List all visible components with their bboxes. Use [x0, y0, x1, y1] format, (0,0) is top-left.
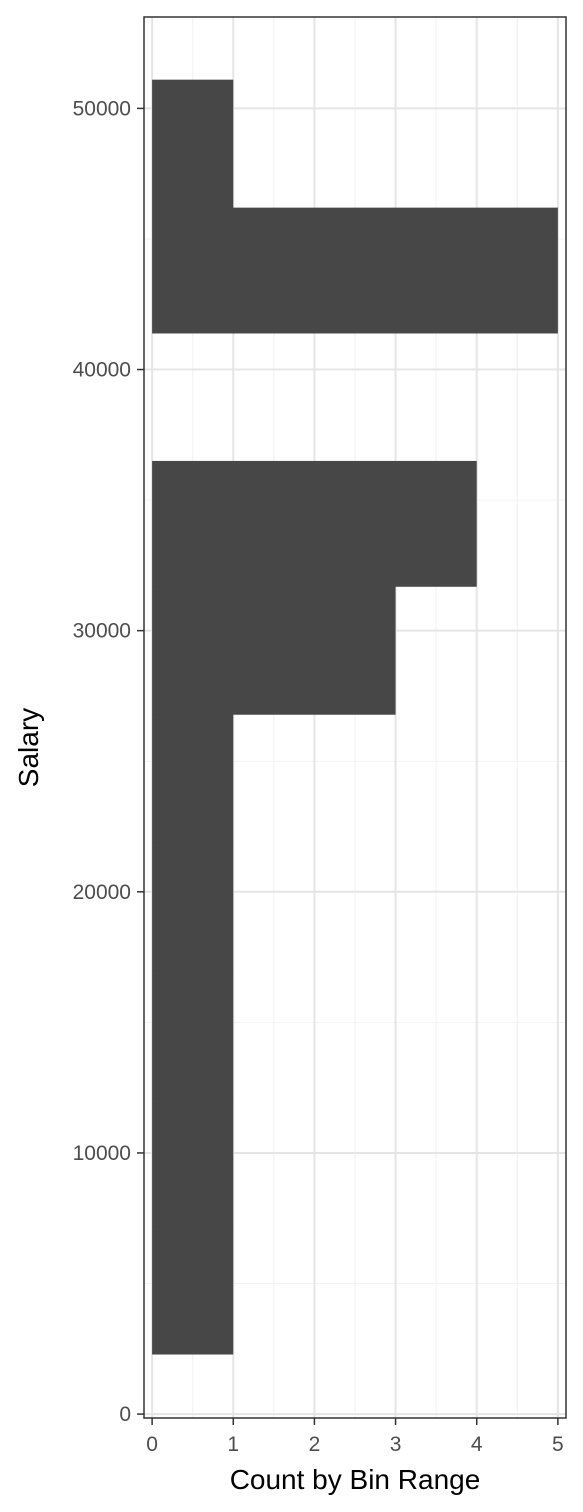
histogram-bar — [152, 1226, 234, 1355]
bar-layer — [152, 79, 558, 1355]
histogram-bar — [152, 586, 396, 715]
x-tick-label: 2 — [309, 1433, 321, 1456]
tick-layer: 0 1 2 3 4 5 0 10000 20000 30000 40000 50000 — [73, 97, 564, 1456]
x-tick-label: 1 — [227, 1433, 239, 1456]
x-tick-label: 5 — [552, 1433, 564, 1456]
x-tick-label: 3 — [390, 1433, 402, 1456]
x-tick-label: 4 — [471, 1433, 483, 1456]
y-tick-label: 0 — [119, 1403, 131, 1426]
histogram-bar — [152, 79, 234, 209]
y-tick-label: 20000 — [73, 881, 131, 904]
y-tick-label: 40000 — [73, 359, 131, 382]
y-tick-label: 30000 — [73, 620, 131, 643]
y-tick-label: 50000 — [73, 97, 131, 120]
histogram-bar — [152, 460, 477, 587]
histogram-bar — [152, 1098, 234, 1227]
y-tick-label: 10000 — [73, 1142, 131, 1165]
panel-border — [143, 16, 567, 1419]
histogram-bar — [152, 714, 234, 843]
x-axis-title: Count by Bin Range — [230, 1464, 481, 1495]
histogram-bar — [152, 842, 234, 971]
histogram-bar — [152, 970, 234, 1099]
histogram-bar — [152, 207, 558, 334]
y-axis-title: Salary — [13, 708, 44, 787]
x-tick-label: 0 — [146, 1433, 158, 1456]
